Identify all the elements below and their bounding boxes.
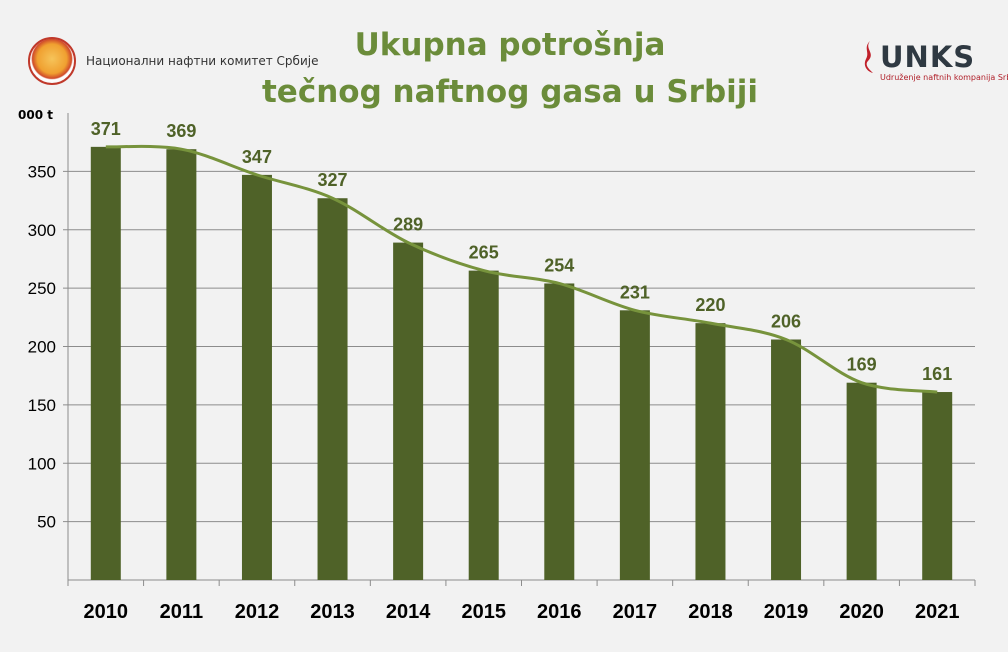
chart-title-line1: Ukupna potrošnja — [354, 27, 666, 63]
bar — [619, 310, 650, 580]
x-tick-label: 2014 — [386, 601, 431, 623]
x-tick-label: 2017 — [613, 601, 658, 623]
x-tick-label: 2020 — [839, 601, 884, 623]
y-tick-label: 200 — [28, 338, 56, 357]
data-label: 169 — [847, 355, 877, 375]
y-tick-label: 300 — [28, 221, 56, 240]
nnk-logo: Национални нафтни комитет Србије — [28, 36, 318, 86]
data-label: 206 — [771, 311, 801, 331]
data-label: 161 — [922, 364, 952, 384]
y-tick-label: 350 — [28, 162, 56, 181]
chart-title-line2: tečnog naftnog gasa u Srbiji — [261, 74, 759, 110]
flame-icon — [864, 41, 873, 73]
bar — [846, 382, 877, 580]
bar — [393, 242, 424, 580]
bar — [922, 392, 953, 580]
data-label: 289 — [393, 215, 423, 235]
data-label: 254 — [544, 255, 574, 275]
bar — [771, 339, 802, 580]
unks-logo: UNKS Udruženje naftnih kompanija Srbije — [862, 40, 1008, 82]
data-label: 231 — [620, 282, 650, 302]
bar — [695, 323, 726, 580]
data-label: 369 — [166, 121, 196, 141]
data-label: 220 — [695, 295, 725, 315]
x-tick-label: 2019 — [764, 601, 809, 623]
y-tick-label: 250 — [28, 279, 56, 298]
y-axis-unit-label: 000 t — [18, 108, 53, 122]
bar — [468, 270, 499, 580]
unks-logo-subtitle: Udruženje naftnih kompanija Srbije — [880, 73, 1008, 82]
bar — [317, 198, 348, 581]
data-label: 265 — [469, 243, 499, 263]
x-tick-label: 2011 — [160, 601, 203, 623]
nnk-logo-text: Национални нафтни комитет Србије — [86, 54, 319, 68]
chart-title: Ukupna potrošnja tečnog naftnog gasa u S… — [260, 22, 760, 116]
data-label: 371 — [91, 119, 121, 139]
bar — [544, 283, 575, 580]
x-tick-label: 2013 — [310, 601, 355, 623]
x-tick-label: 2018 — [688, 601, 733, 623]
x-tick-label: 2010 — [84, 601, 129, 623]
x-tick-label: 2016 — [537, 601, 582, 623]
trend-line — [105, 144, 938, 394]
data-label: 347 — [242, 147, 272, 167]
x-tick-label: 2021 — [915, 601, 960, 623]
y-tick-label: 50 — [37, 513, 56, 532]
x-tick-label: 2012 — [235, 601, 280, 623]
bar — [166, 149, 197, 580]
nnk-emblem-icon — [28, 37, 76, 85]
bar — [90, 146, 121, 581]
y-tick-label: 150 — [28, 396, 56, 415]
bar — [241, 174, 272, 580]
y-tick-label: 100 — [28, 454, 56, 473]
data-label: 327 — [318, 170, 348, 190]
unks-logo-word: UNKS — [880, 40, 976, 74]
x-tick-label: 2015 — [461, 601, 506, 623]
